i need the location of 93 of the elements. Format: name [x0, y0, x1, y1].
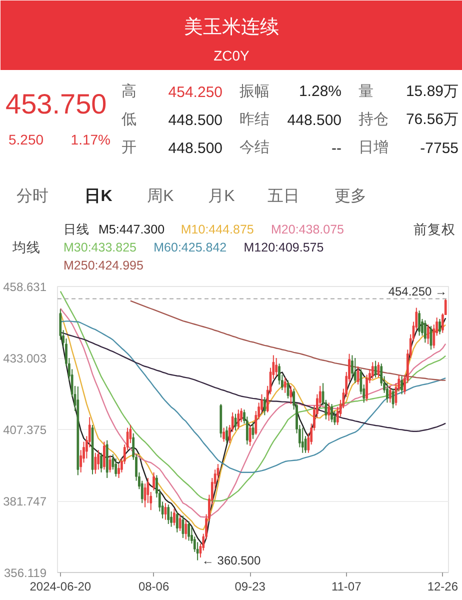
candlestick [377, 362, 380, 378]
text: 周K [147, 188, 174, 205]
text: 453.750 [6, 88, 107, 120]
candlestick [188, 520, 190, 542]
text: M30:433.825 [64, 240, 137, 254]
candlestick [424, 320, 426, 344]
x-tick-label: 11-07 [331, 580, 362, 594]
text: 1.28% [298, 83, 342, 100]
chart-subtitle: ZC0Y [214, 48, 250, 64]
candlestick [226, 426, 228, 444]
candlestick [182, 515, 184, 538]
x-tick-label: 09-23 [234, 580, 266, 594]
annotation: ← 360.500 [202, 553, 261, 568]
candlestick [356, 366, 360, 386]
candlestick [426, 324, 430, 345]
candlestick [284, 377, 286, 394]
candlestick [388, 385, 392, 404]
text: 低 [122, 111, 136, 128]
candlestick [286, 380, 290, 399]
y-tick-label: 407.375 [3, 423, 47, 437]
text: -7755 [420, 140, 459, 157]
chart-title: 美玉米连续 [184, 16, 279, 38]
text: 448.500 [168, 140, 223, 157]
candlestick [275, 358, 278, 377]
text: 开 [122, 139, 136, 156]
candlestick [184, 519, 188, 540]
candlestick [438, 318, 441, 335]
candlestick [248, 424, 252, 446]
y-tick-label: 381.747 [3, 494, 47, 508]
x-tick-label: 12-26 [427, 580, 458, 594]
candlestick [418, 310, 421, 336]
text: 448.500 [287, 112, 342, 129]
candlestick [374, 360, 377, 378]
text: 今结 [240, 139, 270, 156]
candlestick [152, 472, 155, 492]
candlestick [97, 450, 100, 470]
text: 五日 [268, 188, 300, 205]
text: M5:447.300 [98, 222, 165, 236]
text: 454.250 [168, 84, 223, 101]
text: 5.250 [8, 132, 44, 148]
candlestick [103, 441, 106, 470]
text: 日K [84, 188, 113, 205]
text: M250:424.995 [64, 258, 144, 272]
x-tick-label: 2024-06-20 [30, 580, 92, 594]
text: 448.500 [168, 112, 223, 129]
candlestick [392, 388, 394, 409]
text: 昨结 [240, 111, 270, 128]
candlestick [290, 385, 292, 405]
candlestick [94, 452, 97, 474]
text: 76.56万 [406, 111, 459, 128]
text: 月K [208, 188, 236, 205]
legend-title: 日线 [64, 222, 90, 236]
text: 均线 [12, 240, 40, 255]
text: 15.89万 [406, 83, 459, 100]
y-tick-label: 433.003 [3, 352, 47, 366]
text: 分时 [16, 187, 48, 205]
text: 日增 [358, 139, 388, 156]
candlestick [263, 396, 266, 416]
candlestick [100, 452, 102, 473]
candlestick [354, 358, 356, 384]
text: 更多 [334, 187, 366, 205]
candlestick [400, 376, 403, 395]
candlestick [114, 458, 118, 478]
x-tick-label: 08-06 [138, 580, 170, 594]
text: 高 [122, 83, 136, 100]
candlestick [301, 427, 304, 454]
candlestick [222, 427, 226, 442]
text: 持仓 [358, 111, 388, 128]
candlestick [330, 404, 333, 423]
candlestick [167, 504, 170, 525]
text: 振幅 [240, 83, 270, 100]
text: M20:438.075 [271, 222, 344, 236]
text: 量 [358, 83, 374, 100]
y-tick-label: 356.119 [4, 566, 47, 580]
candlestick [176, 510, 178, 533]
candlestick [430, 325, 432, 350]
text: M60:425.842 [154, 240, 227, 254]
candlestick [108, 455, 112, 473]
candlestick [178, 514, 182, 532]
text: 前复权 [414, 222, 456, 237]
candlestick [328, 402, 330, 422]
text: -- [332, 140, 342, 157]
candlestick [237, 409, 240, 430]
candlestick [252, 422, 254, 440]
candlestick [234, 413, 237, 432]
y-tick-label: 458.631 [3, 280, 47, 294]
candlestick [164, 502, 167, 520]
annotation: 454.250 → [388, 284, 448, 299]
text: M120:409.575 [244, 240, 324, 254]
candlestick [371, 362, 374, 380]
candlestick [173, 508, 176, 526]
text: M10:444.875 [180, 222, 254, 236]
text: 1.17% [70, 132, 111, 148]
